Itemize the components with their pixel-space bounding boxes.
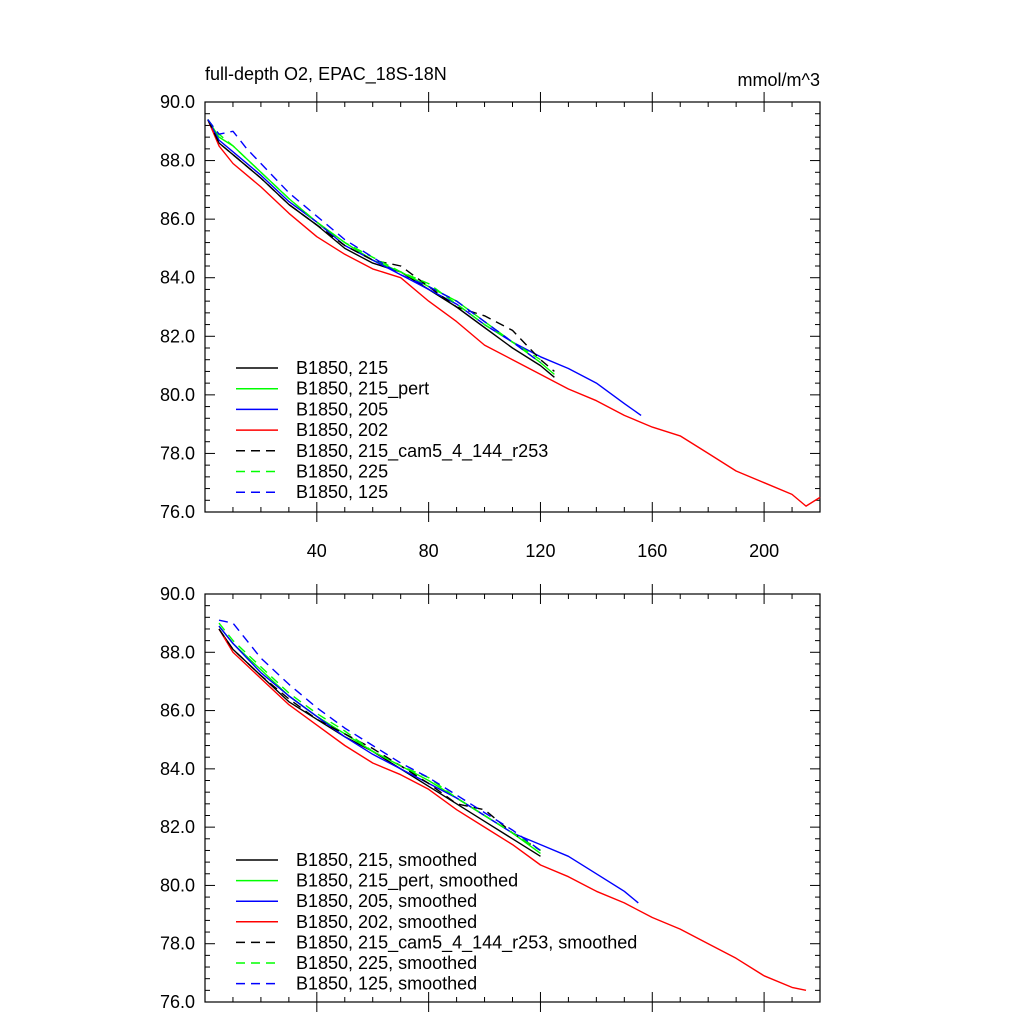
chart-title: full-depth O2, EPAC_18S-18N <box>205 64 447 85</box>
legend-label: B1850, 125 <box>296 482 388 502</box>
legend-label: B1850, 215_pert, smoothed <box>296 871 518 892</box>
legend-label: B1850, 225 <box>296 462 388 482</box>
y-tick-label: 78.0 <box>160 934 195 954</box>
legend-label: B1850, 215_cam5_4_144_r253, smoothed <box>296 932 637 953</box>
series-line <box>207 119 821 507</box>
series-line <box>218 628 541 852</box>
legend-label: B1850, 205 <box>296 399 388 419</box>
y-tick-label: 90.0 <box>160 584 195 604</box>
y-tick-label: 76.0 <box>160 992 195 1012</box>
y-tick-label: 80.0 <box>160 385 195 405</box>
units-label: mmol/m^3 <box>738 70 820 90</box>
y-tick-label: 84.0 <box>160 268 195 288</box>
y-tick-label: 88.0 <box>160 151 195 171</box>
y-tick-label: 86.0 <box>160 701 195 721</box>
legend-label: B1850, 225, smoothed <box>296 953 477 973</box>
legend-label: B1850, 215_pert <box>296 379 429 400</box>
legend-label: B1850, 215, smoothed <box>296 850 477 870</box>
y-tick-label: 86.0 <box>160 209 195 229</box>
series-line <box>218 628 807 991</box>
x-tick-label: 120 <box>525 541 555 561</box>
x-tick-label: 200 <box>749 541 779 561</box>
y-tick-label: 88.0 <box>160 642 195 662</box>
top-panel: 76.0 78.0 80.0 82.0 84.0 86.0 88.0 90.0 40 80 120 1… <box>160 92 821 561</box>
y-tick-label: 90.0 <box>160 92 195 112</box>
x-tick-label: 160 <box>637 541 667 561</box>
bottom-panel: 76.0 78.0 80.0 82.0 84.0 86.0 88.0 90.0 B1850, 2… <box>160 584 821 1012</box>
legend-label: B1850, 125, smoothed <box>296 974 477 994</box>
series-line <box>207 119 541 361</box>
series-line <box>207 119 642 416</box>
legend-label: B1850, 215 <box>296 358 388 378</box>
series-line <box>207 119 555 378</box>
series-line <box>218 625 541 854</box>
y-tick-label: 82.0 <box>160 326 195 346</box>
y-tick-label: 82.0 <box>160 817 195 837</box>
legend-label: B1850, 202, smoothed <box>296 912 477 932</box>
y-tick-label: 78.0 <box>160 443 195 463</box>
series-line <box>207 119 555 372</box>
y-tick-label: 84.0 <box>160 759 195 779</box>
series-line <box>218 622 541 852</box>
y-tick-label: 76.0 <box>160 502 195 522</box>
legend-label: B1850, 205, smoothed <box>296 891 477 911</box>
series-line <box>207 119 541 364</box>
legend-label: B1850, 202 <box>296 420 388 440</box>
x-tick-label: 80 <box>419 541 439 561</box>
series-line <box>218 619 541 852</box>
y-tick-label: 80.0 <box>160 875 195 895</box>
x-tick-label: 40 <box>307 541 327 561</box>
legend-label: B1850, 215_cam5_4_144_r253 <box>296 441 548 462</box>
